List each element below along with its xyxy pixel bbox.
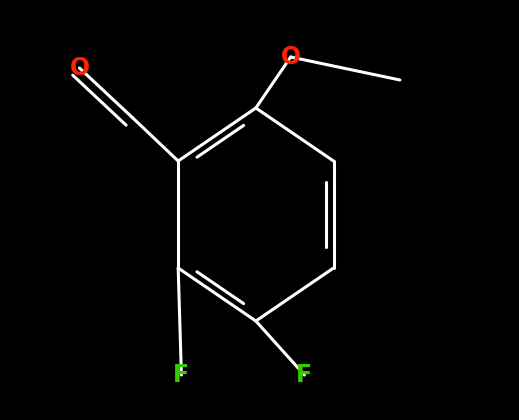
Text: F: F <box>296 363 312 387</box>
Text: O: O <box>281 45 301 69</box>
Text: O: O <box>70 56 89 80</box>
Text: F: F <box>173 363 189 387</box>
